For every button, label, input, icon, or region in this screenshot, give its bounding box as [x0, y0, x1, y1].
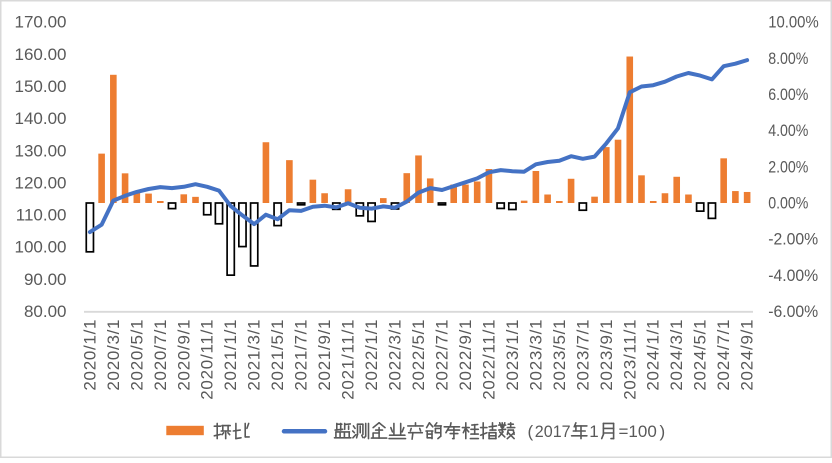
svg-text:): ) [660, 422, 666, 441]
svg-text:2022/3/1: 2022/3/1 [386, 320, 405, 391]
svg-text:110.00: 110.00 [16, 206, 67, 225]
svg-text:140.00: 140.00 [15, 109, 67, 128]
svg-text:-2.00%: -2.00% [768, 230, 818, 249]
svg-text:2022/5/1: 2022/5/1 [409, 320, 428, 391]
svg-text:(: ( [528, 422, 534, 441]
svg-text:4.00%: 4.00% [768, 121, 808, 140]
svg-text:10.00%: 10.00% [768, 13, 819, 32]
svg-text:-6.00%: -6.00% [768, 302, 818, 321]
svg-text:2023/7/1: 2023/7/1 [573, 320, 592, 391]
svg-text:0.00%: 0.00% [768, 194, 808, 213]
svg-text:2024/9/1: 2024/9/1 [738, 320, 757, 391]
svg-text:8.00%: 8.00% [768, 49, 808, 68]
svg-text:2022/1/1: 2022/1/1 [362, 320, 381, 391]
svg-text:2024/1/1: 2024/1/1 [644, 320, 663, 391]
svg-text:2020/5/1: 2020/5/1 [127, 320, 146, 391]
svg-text:6.00%: 6.00% [768, 85, 808, 104]
svg-text:90.00: 90.00 [24, 270, 67, 289]
svg-text:170.00: 170.00 [15, 13, 67, 32]
svg-text:2023/3/1: 2023/3/1 [526, 320, 545, 391]
svg-text:2020/1/1: 2020/1/1 [80, 320, 99, 391]
svg-text:120.00: 120.00 [15, 173, 67, 192]
svg-text:2020/3/1: 2020/3/1 [104, 320, 123, 391]
svg-text:2023/11/1: 2023/11/1 [620, 320, 639, 400]
svg-text:160.00: 160.00 [15, 45, 67, 64]
svg-text:2023/5/1: 2023/5/1 [550, 320, 569, 391]
svg-text:=100: =100 [619, 422, 657, 441]
svg-text:1: 1 [589, 422, 598, 441]
svg-text:80.00: 80.00 [24, 302, 67, 321]
svg-text:2024/5/1: 2024/5/1 [691, 320, 710, 391]
svg-text:100.00: 100.00 [15, 238, 67, 257]
svg-text:-4.00%: -4.00% [768, 266, 818, 285]
svg-text:2024/7/1: 2024/7/1 [714, 320, 733, 391]
svg-text:2021/3/1: 2021/3/1 [245, 320, 264, 391]
svg-text:2020/7/1: 2020/7/1 [151, 320, 170, 391]
svg-text:2023/1/1: 2023/1/1 [503, 320, 522, 391]
svg-text:2024/3/1: 2024/3/1 [667, 320, 686, 391]
svg-text:2017: 2017 [535, 422, 571, 441]
svg-text:2021/1/1: 2021/1/1 [221, 320, 240, 391]
svg-text:2020/11/1: 2020/11/1 [198, 320, 217, 400]
svg-text:2021/9/1: 2021/9/1 [315, 320, 334, 391]
svg-text:2020/9/1: 2020/9/1 [174, 320, 193, 391]
svg-text:150.00: 150.00 [15, 77, 67, 96]
svg-text:2022/9/1: 2022/9/1 [456, 320, 475, 391]
svg-text:130.00: 130.00 [15, 141, 67, 160]
svg-text:2022/7/1: 2022/7/1 [433, 320, 452, 391]
svg-text:2021/7/1: 2021/7/1 [292, 320, 311, 391]
svg-text:2022/11/1: 2022/11/1 [479, 320, 498, 400]
svg-text:2.00%: 2.00% [768, 157, 808, 176]
svg-text:2021/11/1: 2021/11/1 [339, 320, 358, 400]
svg-text:2023/9/1: 2023/9/1 [597, 320, 616, 391]
svg-text:2021/5/1: 2021/5/1 [268, 320, 287, 391]
